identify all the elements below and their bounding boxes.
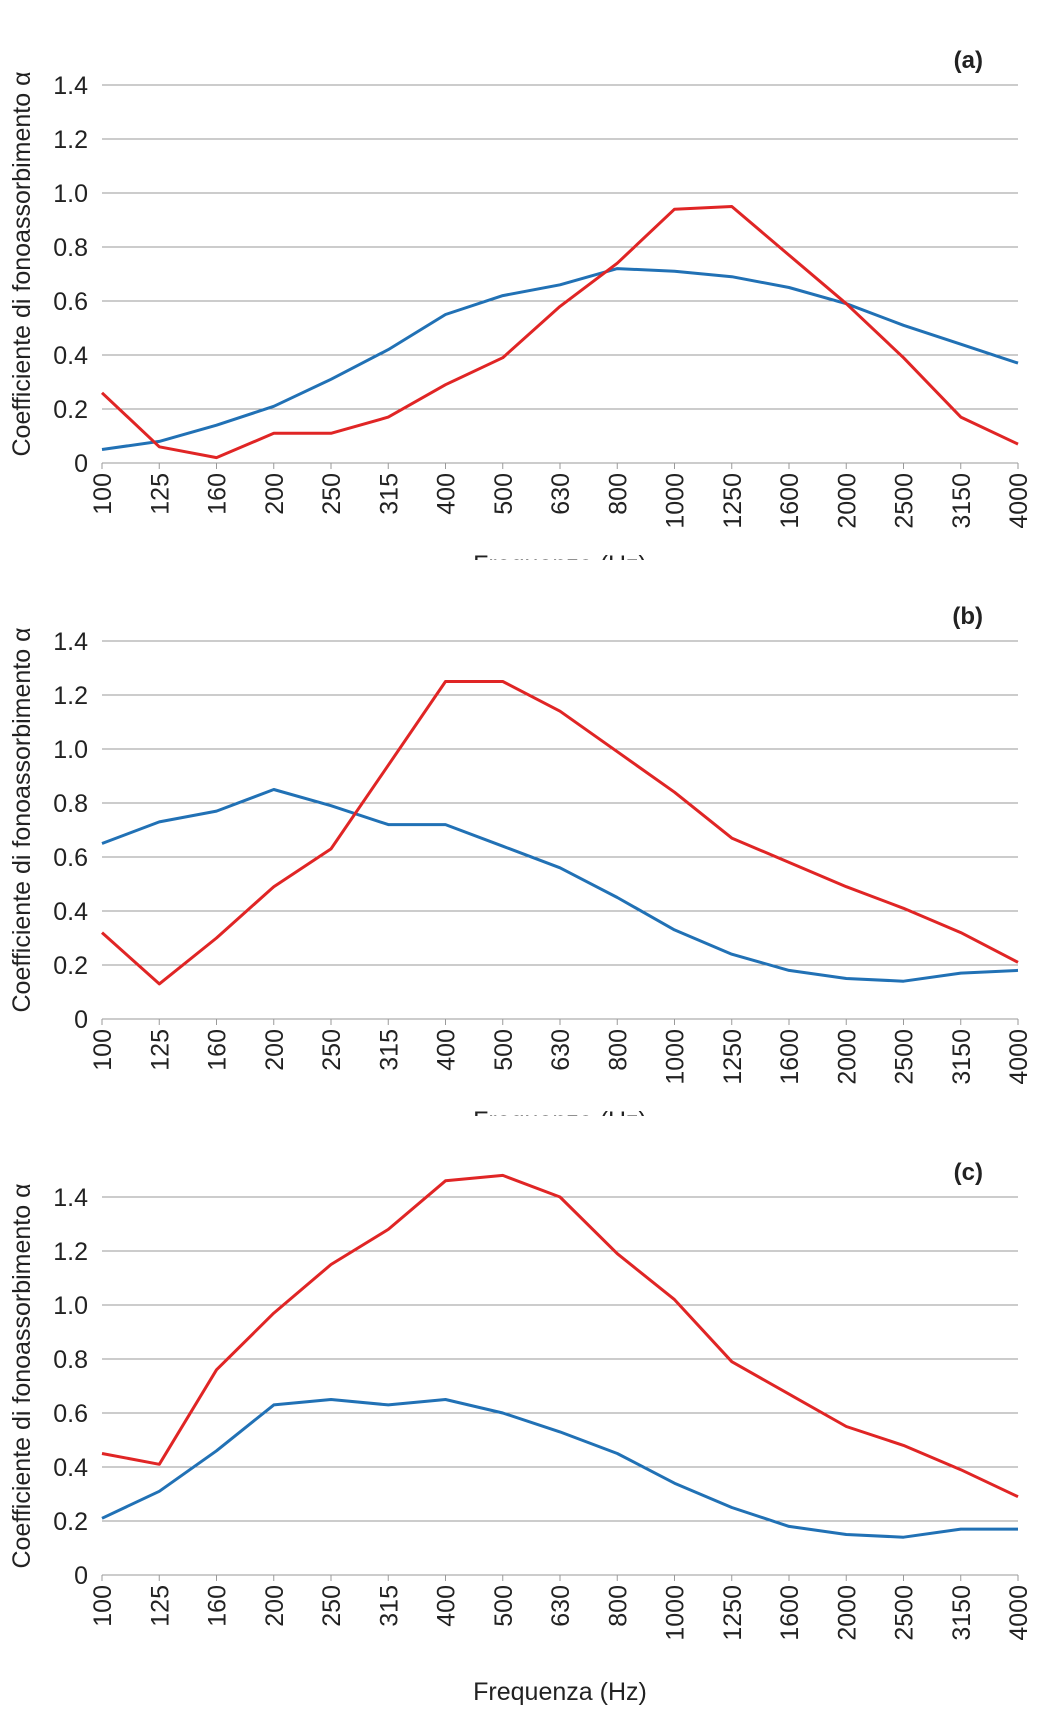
y-tick-label: 1.0 bbox=[53, 736, 88, 764]
panel-label: (a) bbox=[954, 47, 983, 74]
x-tick-label: 1600 bbox=[776, 473, 804, 529]
y-axis-title: Coefficiente di fonoassorbimento α bbox=[8, 71, 36, 456]
x-tick-label: 1000 bbox=[662, 473, 690, 529]
x-tick-label: 500 bbox=[490, 1585, 518, 1627]
y-tick-label: 1.4 bbox=[53, 1184, 88, 1212]
x-tick-label: 800 bbox=[604, 1029, 632, 1071]
x-tick-label: 1600 bbox=[776, 1585, 804, 1641]
x-tick-label: 630 bbox=[547, 473, 575, 515]
y-tick-label: 0.4 bbox=[53, 898, 88, 926]
y-tick-label: 0.4 bbox=[53, 1454, 88, 1482]
x-tick-label: 100 bbox=[89, 473, 117, 515]
y-tick-label: 0.4 bbox=[53, 342, 88, 370]
x-tick-label: 630 bbox=[547, 1029, 575, 1071]
x-tick-label: 3150 bbox=[948, 1585, 976, 1641]
y-tick-label: 0 bbox=[74, 450, 88, 478]
x-tick-label: 500 bbox=[490, 1029, 518, 1071]
y-tick-label: 1.0 bbox=[53, 1292, 88, 1320]
x-tick-label: 200 bbox=[261, 1585, 289, 1627]
y-tick-label: 1.4 bbox=[53, 72, 88, 100]
x-tick-label: 2500 bbox=[891, 473, 919, 529]
y-tick-label: 1.0 bbox=[53, 180, 88, 208]
x-tick-label: 2000 bbox=[833, 1585, 861, 1641]
x-tick-label: 4000 bbox=[1005, 473, 1033, 529]
x-tick-label: 800 bbox=[604, 473, 632, 515]
y-axis-title: Coefficiente di fonoassorbimento α bbox=[8, 627, 36, 1012]
x-tick-label: 1250 bbox=[719, 1029, 747, 1085]
x-tick-label: 160 bbox=[204, 473, 232, 515]
x-tick-label: 3150 bbox=[948, 1029, 976, 1085]
x-tick-label: 3150 bbox=[948, 473, 976, 529]
x-tick-label: 200 bbox=[261, 473, 289, 515]
x-tick-label: 630 bbox=[547, 1585, 575, 1627]
x-tick-label: 100 bbox=[89, 1585, 117, 1627]
x-tick-label: 100 bbox=[89, 1029, 117, 1071]
chart-a: 0 0.2 0.4 0.6 0.8 1.0 1.2 1.4 100 125 160 200 250 315… bbox=[8, 47, 1033, 560]
y-tick-label: 0.2 bbox=[53, 396, 88, 424]
y-tick-label: 1.2 bbox=[53, 126, 88, 154]
x-tick-label: 315 bbox=[375, 1029, 403, 1071]
x-tick-label: 500 bbox=[490, 473, 518, 515]
x-tick-label: 315 bbox=[375, 1585, 403, 1627]
x-tick-label: 250 bbox=[318, 473, 346, 515]
x-tick-label: 1250 bbox=[719, 1585, 747, 1641]
x-tick-label: 400 bbox=[433, 1029, 461, 1071]
x-tick-label: 2500 bbox=[891, 1029, 919, 1085]
x-tick-label: 315 bbox=[375, 473, 403, 515]
x-axis-title: Frequenza (Hz) bbox=[473, 1678, 647, 1706]
y-tick-label: 0.8 bbox=[53, 790, 88, 818]
x-tick-label: 125 bbox=[146, 1029, 174, 1071]
x-axis-title: Frequenza (Hz) bbox=[473, 1107, 647, 1116]
y-tick-label: 0.6 bbox=[53, 1400, 88, 1428]
chart-b: 0 0.2 0.4 0.6 0.8 1.0 1.2 1.4 100 125 160 200 250 315… bbox=[8, 603, 1033, 1116]
y-tick-label: 0.8 bbox=[53, 1346, 88, 1374]
y-axis-title: Coefficiente di fonoassorbimento α bbox=[8, 1183, 36, 1568]
red-series-line bbox=[100, 680, 1019, 986]
y-tick-label: 0 bbox=[74, 1562, 88, 1590]
x-tick-label: 4000 bbox=[1005, 1029, 1033, 1085]
chart-c: 0 0.2 0.4 0.6 0.8 1.0 1.2 1.4 100 125 160 200 250 315… bbox=[8, 1159, 1033, 1706]
y-tick-label: 0.2 bbox=[53, 952, 88, 980]
y-tick-label: 1.2 bbox=[53, 1238, 88, 1266]
x-tick-label: 125 bbox=[146, 1585, 174, 1627]
x-tick-label: 1250 bbox=[719, 473, 747, 529]
x-tick-label: 2000 bbox=[833, 1029, 861, 1085]
x-tick-label: 1000 bbox=[662, 1585, 690, 1641]
x-tick-label: 160 bbox=[204, 1585, 232, 1627]
y-tick-label: 1.2 bbox=[53, 682, 88, 710]
blue-series-line bbox=[101, 1398, 1018, 1539]
y-tick-label: 0.8 bbox=[53, 234, 88, 262]
x-tick-label: 400 bbox=[433, 473, 461, 515]
x-tick-label: 4000 bbox=[1005, 1585, 1033, 1641]
x-tick-label: 125 bbox=[146, 473, 174, 515]
x-tick-label: 160 bbox=[204, 1029, 232, 1071]
x-tick-label: 800 bbox=[604, 1585, 632, 1627]
y-tick-label: 1.4 bbox=[53, 628, 88, 656]
x-tick-label: 200 bbox=[261, 1029, 289, 1071]
x-axis-title: Frequenza (Hz) bbox=[473, 551, 647, 560]
panel-label: (b) bbox=[952, 603, 983, 630]
y-tick-label: 0.2 bbox=[53, 1508, 88, 1536]
x-tick-label: 1000 bbox=[662, 1029, 690, 1085]
y-tick-label: 0.6 bbox=[53, 288, 88, 316]
y-tick-label: 0.6 bbox=[53, 844, 88, 872]
y-tick-label: 0 bbox=[74, 1006, 88, 1034]
blue-series-line bbox=[101, 267, 1019, 451]
x-tick-label: 1600 bbox=[776, 1029, 804, 1085]
x-tick-label: 2500 bbox=[891, 1585, 919, 1641]
red-series-line bbox=[101, 1173, 1019, 1499]
red-series-line bbox=[100, 205, 1019, 460]
x-tick-label: 400 bbox=[433, 1585, 461, 1627]
panel-label: (c) bbox=[954, 1159, 983, 1186]
x-tick-label: 250 bbox=[318, 1029, 346, 1071]
x-tick-label: 250 bbox=[318, 1585, 346, 1627]
x-tick-label: 2000 bbox=[833, 473, 861, 529]
blue-series-line bbox=[101, 788, 1019, 983]
